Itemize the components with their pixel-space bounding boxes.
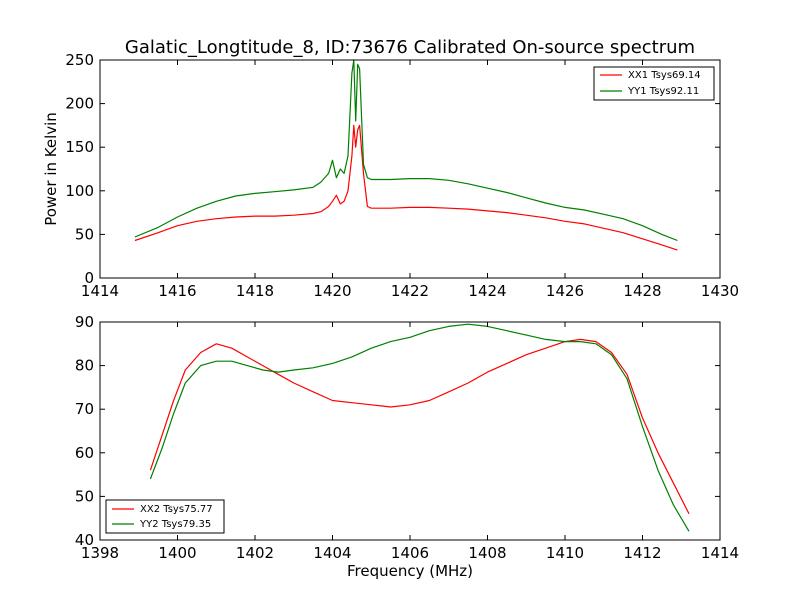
bottom-x-axis-label: Frequency (MHz) <box>347 562 473 580</box>
bottom-y-tick-label: 40 <box>75 531 94 549</box>
top-series-line-1 <box>134 124 678 251</box>
bottom-x-tick-label: 1402 <box>236 544 274 562</box>
bottom-y-tick-label: 60 <box>75 444 94 462</box>
top-x-tick-label: 1416 <box>158 282 196 300</box>
top-x-tick-label: 1420 <box>313 282 351 300</box>
bottom-series-line-1 <box>149 338 690 515</box>
top-y-tick-label: 50 <box>75 225 94 243</box>
bottom-x-tick-label: 1406 <box>391 544 429 562</box>
bottom-x-tick-label: 1412 <box>623 544 661 562</box>
top-series-layer <box>134 59 678 251</box>
top-x-tick-label: 1428 <box>623 282 661 300</box>
top-y-tick-label: 200 <box>65 95 94 113</box>
top-legend: XX1 Tsys69.14 YY1 Tsys92.11 <box>593 66 715 101</box>
top-y-tick-label: 150 <box>65 138 94 156</box>
top-panel: 1414 1416 1418 1420 1422 1424 1426 1428 1430 0 50 1… <box>42 51 739 300</box>
bottom-y-tick-label: 90 <box>75 313 94 331</box>
top-ticks-layer: 1414 1416 1418 1420 1422 1424 1426 1428 1430 0 50 1… <box>65 51 739 300</box>
top-x-tick-label: 1430 <box>701 282 739 300</box>
chart-title: Galatic_Longtitude_8, ID:73676 Calibrate… <box>125 37 695 58</box>
bottom-ticks-layer: 1398 1400 1402 1404 1406 1408 1410 1412 1414 40 50… <box>75 313 739 562</box>
bottom-legend-box <box>105 499 225 534</box>
top-x-tick-label: 1422 <box>391 282 429 300</box>
bottom-y-tick-label: 70 <box>75 400 94 418</box>
top-x-tick-label: 1414 <box>81 282 119 300</box>
top-x-tick-label: 1424 <box>468 282 506 300</box>
top-legend-box <box>593 66 715 101</box>
bottom-x-tick-label: 1404 <box>313 544 351 562</box>
legend-label-yy2: YY2 Tsys79.35 <box>139 519 211 530</box>
top-y-axis-label: Power in Kelvin <box>42 112 60 226</box>
bottom-series-layer <box>149 323 690 532</box>
top-x-tick-label: 1426 <box>546 282 584 300</box>
legend-label-xx1: XX1 Tsys69.14 <box>628 70 701 81</box>
top-series-line-2 <box>134 59 678 242</box>
bottom-x-tick-label: 1410 <box>546 544 584 562</box>
bottom-legend: XX2 Tsys75.77 YY2 Tsys79.35 <box>105 499 225 534</box>
legend-label-yy1: YY1 Tsys92.11 <box>627 86 699 97</box>
top-y-tick-label: 100 <box>65 182 94 200</box>
bottom-y-tick-label: 80 <box>75 357 94 375</box>
top-y-tick-label: 0 <box>84 269 94 287</box>
bottom-x-tick-label: 1408 <box>468 544 506 562</box>
top-x-tick-label: 1418 <box>236 282 274 300</box>
top-y-tick-label: 250 <box>65 51 94 69</box>
bottom-x-tick-label: 1400 <box>158 544 196 562</box>
bottom-x-tick-label: 1398 <box>81 544 119 562</box>
bottom-panel: 1398 1400 1402 1404 1406 1408 1410 1412 1414 40 50… <box>75 313 739 580</box>
bottom-y-tick-label: 50 <box>75 487 94 505</box>
bottom-x-tick-label: 1414 <box>701 544 739 562</box>
bottom-series-line-2 <box>149 323 690 532</box>
legend-label-xx2: XX2 Tsys75.77 <box>140 504 213 515</box>
